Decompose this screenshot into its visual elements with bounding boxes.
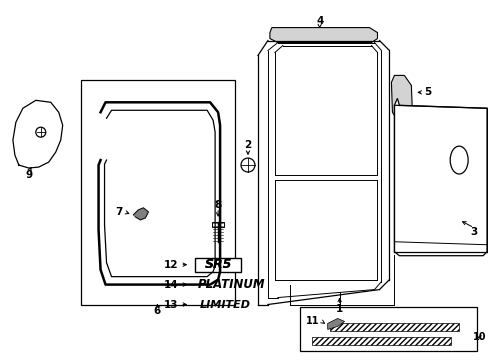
Text: 7: 7 <box>115 207 122 217</box>
Text: SR5: SR5 <box>204 258 231 271</box>
Polygon shape <box>212 222 224 227</box>
Text: 3: 3 <box>469 227 477 237</box>
Bar <box>81 80 235 305</box>
Text: 12: 12 <box>163 260 178 270</box>
Text: SR5: SR5 <box>204 258 231 271</box>
Polygon shape <box>133 208 148 220</box>
Text: 11: 11 <box>305 316 319 327</box>
Text: 5: 5 <box>424 87 431 97</box>
Text: 1: 1 <box>335 305 343 315</box>
Text: 4: 4 <box>315 15 323 26</box>
Text: 6: 6 <box>153 306 161 316</box>
Bar <box>311 337 450 345</box>
FancyBboxPatch shape <box>195 258 241 272</box>
Text: 8: 8 <box>214 200 221 210</box>
Polygon shape <box>269 28 377 42</box>
Polygon shape <box>394 98 486 256</box>
Text: 14: 14 <box>163 280 178 289</box>
Text: 2: 2 <box>244 140 251 150</box>
Bar <box>299 306 476 351</box>
Bar <box>329 323 458 332</box>
Polygon shape <box>327 319 344 329</box>
Text: 10: 10 <box>471 332 485 342</box>
Text: 13: 13 <box>163 300 178 310</box>
Text: PLATINUM: PLATINUM <box>198 278 265 291</box>
Text: 9: 9 <box>25 170 32 180</box>
Polygon shape <box>390 75 411 120</box>
Text: LIMITED: LIMITED <box>199 300 250 310</box>
